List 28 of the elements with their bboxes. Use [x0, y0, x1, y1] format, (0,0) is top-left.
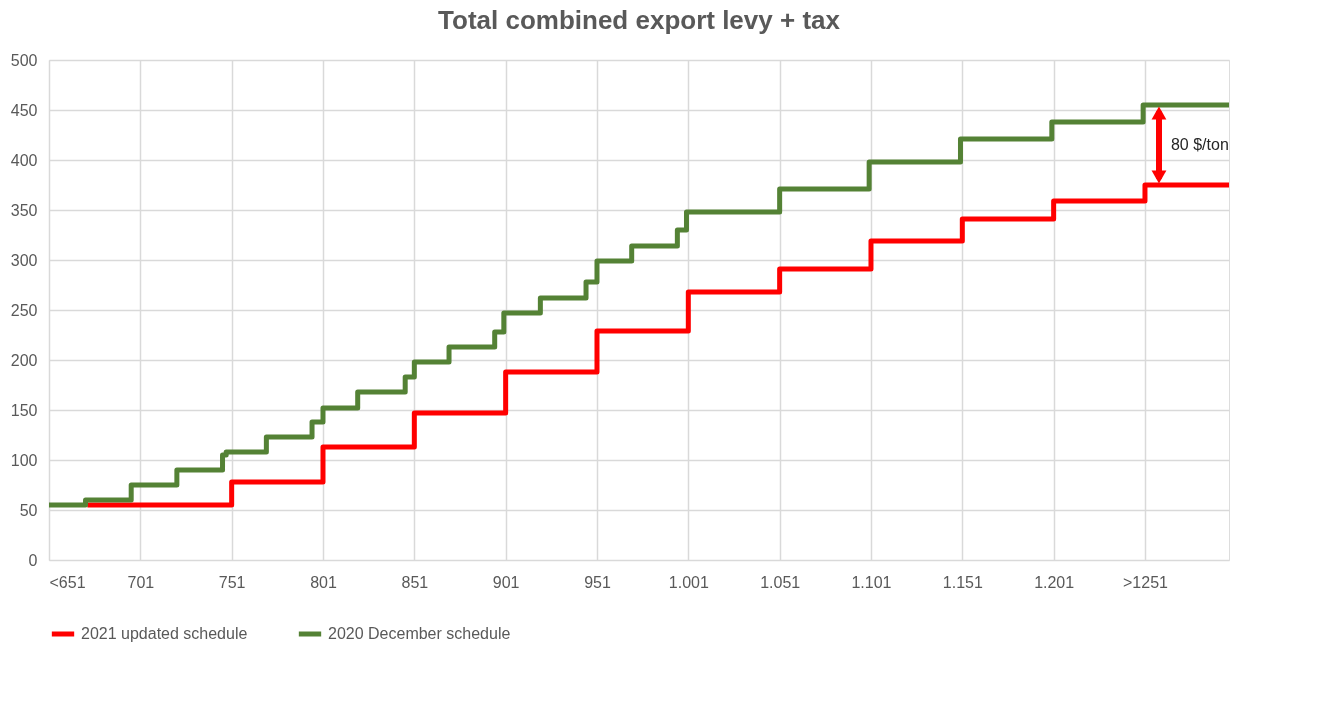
x-tick-label: >1251	[1123, 573, 1169, 591]
y-tick-label: 50	[19, 501, 38, 519]
x-tick-label: 901	[492, 573, 520, 591]
y-tick-label: 100	[10, 451, 38, 469]
y-tick-label: 200	[10, 351, 38, 369]
y-tick-label: 400	[10, 151, 38, 169]
annotation: 80 $/ton	[1170, 136, 1229, 153]
y-tick-label: 350	[10, 201, 38, 219]
y-tick-label: 500	[10, 51, 38, 69]
x-tick-label: 1.151	[942, 573, 983, 591]
y-tick-label: 250	[10, 301, 38, 319]
legend-label: 2020 December schedule	[328, 625, 511, 642]
y-tick-label: 0	[28, 551, 38, 569]
chart-title: Total combined export levy + tax	[438, 5, 841, 35]
x-tick-label: 801	[310, 573, 337, 591]
x-tick-label: 1.201	[1034, 573, 1075, 591]
x-tick-label: 1.051	[760, 573, 801, 591]
x-tick-label: 701	[127, 573, 155, 591]
y-tick-label: 450	[10, 101, 38, 119]
x-tick-label: 951	[584, 573, 611, 591]
x-tick-label: 851	[401, 573, 429, 591]
x-tick-label: 1.101	[851, 573, 892, 591]
y-tick-label: 300	[10, 251, 38, 269]
y-tick-label: 150	[10, 401, 38, 419]
x-tick-label: 751	[218, 573, 246, 591]
x-tick-label: <651	[49, 573, 86, 591]
x-tick-label: 1.001	[668, 573, 709, 591]
legend-label: 2021 updated schedule	[81, 625, 248, 642]
